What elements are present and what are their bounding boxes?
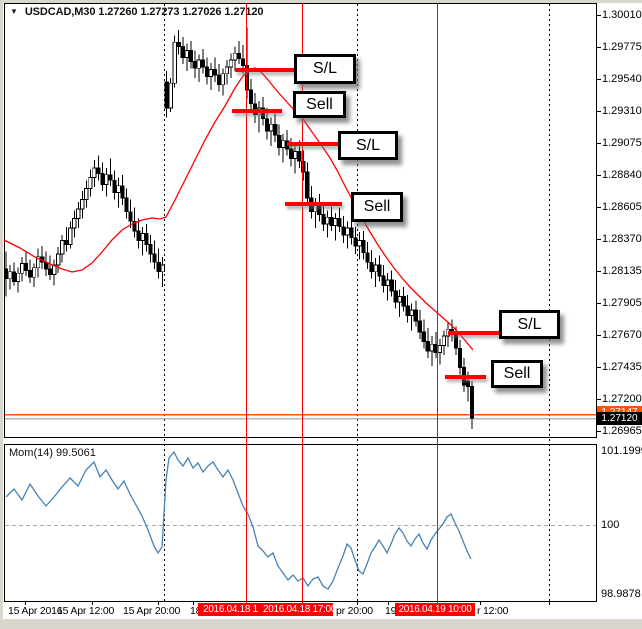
window-frame-bottom: [0, 619, 642, 629]
sell-pointer-line[interactable]: [445, 375, 486, 379]
symbol-dropdown-icon[interactable]: ▼: [10, 7, 18, 16]
time-axis-label: r 12:00: [477, 605, 509, 617]
sell-label-box[interactable]: Sell: [293, 91, 346, 118]
event-time-label: 2016.04.19 10:00: [395, 603, 475, 616]
sell-pointer-line[interactable]: [285, 202, 342, 206]
price-axis-tick: [597, 239, 601, 240]
sl-pointer-line[interactable]: [235, 68, 295, 72]
price-axis-label: 1.26965: [602, 425, 642, 437]
time-axis-label: 15 Apr 20:00: [123, 605, 181, 617]
price-axis-tick: [597, 335, 601, 336]
momentum-axis-label: 100: [601, 519, 620, 531]
momentum-axis-label: 101.1999: [601, 445, 642, 457]
momentum-axis-label: 98.9878: [601, 588, 641, 600]
time-axis-label: 15 Apr 12:00: [57, 605, 115, 617]
price-axis-label: 1.27435: [602, 361, 642, 373]
price-axis-label: 1.27200: [602, 393, 642, 405]
price-axis-tick: [597, 207, 601, 208]
price-axis-label: 1.28605: [602, 201, 642, 213]
time-axis-tick: [549, 602, 550, 605]
sell-pointer-line[interactable]: [232, 109, 282, 113]
price-axis-label: 1.29310: [602, 105, 642, 117]
price-axis-label: 1.28370: [602, 233, 642, 245]
price-axis-tick: [597, 111, 601, 112]
sell-label-box[interactable]: Sell: [351, 192, 403, 222]
chart-title: ▼ USDCAD,M30 1.27260 1.27273 1.27026 1.27…: [10, 6, 264, 18]
event-time-label: 2016.04.18 1: [198, 603, 263, 616]
price-axis-tick: [597, 367, 601, 368]
momentum-pane[interactable]: [4, 444, 597, 602]
time-axis-label: 18: [190, 605, 202, 617]
price-axis-tick: [597, 175, 601, 176]
window-frame-left: [0, 0, 3, 619]
price-axis-label: 1.29075: [602, 137, 642, 149]
time-axis-tick: [25, 602, 26, 605]
time-axis-label: pr 20:00: [336, 605, 373, 617]
indicator-label: Mom(14) 99.5061: [9, 447, 96, 459]
sl-label-box[interactable]: S/L: [338, 131, 398, 160]
time-axis-tick: [158, 602, 159, 605]
price-axis-label: 1.28840: [602, 169, 642, 181]
bid-price-label: 1.27120: [597, 412, 642, 425]
time-axis-tick: [480, 602, 481, 605]
symbol-ohlc-text: USDCAD,M30 1.27260 1.27273 1.27026 1.271…: [24, 6, 264, 18]
price-axis-label: 1.29540: [602, 73, 642, 85]
price-axis-label: 1.27670: [602, 329, 642, 341]
window-frame-top: [0, 0, 642, 3]
price-axis-tick: [597, 271, 601, 272]
time-axis-tick: [388, 602, 389, 605]
price-axis-label: 1.30010: [602, 9, 642, 21]
price-axis-tick: [597, 15, 601, 16]
sl-label-box[interactable]: S/L: [294, 54, 356, 84]
price-axis-tick: [597, 143, 601, 144]
price-axis-tick: [597, 399, 601, 400]
price-axis-label: 1.29775: [602, 41, 642, 53]
sl-pointer-line[interactable]: [287, 142, 338, 146]
time-axis-tick: [357, 602, 358, 605]
price-axis-tick: [597, 47, 601, 48]
sl-pointer-line[interactable]: [448, 331, 500, 335]
time-axis-tick: [193, 602, 194, 605]
sl-label-box[interactable]: S/L: [499, 310, 560, 339]
event-time-label: 2016.04.18 17:00: [263, 603, 333, 616]
time-axis-label: 15 Apr 2016: [8, 605, 63, 617]
time-axis-label: 19: [385, 605, 397, 617]
sell-label-box[interactable]: Sell: [491, 360, 543, 388]
time-axis-tick: [92, 602, 93, 605]
price-axis-tick: [597, 303, 601, 304]
price-axis-label: 1.28135: [602, 265, 642, 277]
price-axis-tick: [597, 431, 601, 432]
price-axis-label: 1.27905: [602, 297, 642, 309]
price-axis-tick: [597, 79, 601, 80]
